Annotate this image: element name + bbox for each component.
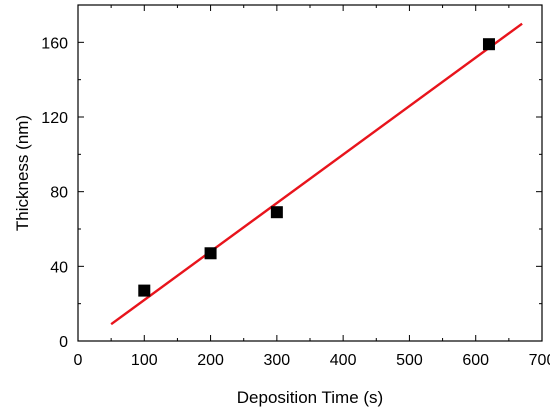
x-tick-label: 600 [462, 352, 489, 369]
plot-series [110, 22, 523, 326]
x-tick-label: 200 [197, 352, 224, 369]
axis-labels: Deposition Time (s) Thickness (nm) 0 100 2… [13, 35, 550, 407]
x-tick-label: 0 [74, 352, 83, 369]
y-axis-title: Thickness (nm) [13, 115, 32, 231]
y-tick-label: 0 [59, 334, 68, 351]
y-tick-label: 80 [50, 185, 68, 202]
y-tick-label: 120 [41, 110, 68, 127]
x-tick-label: 700 [529, 352, 550, 369]
x-tick-label: 100 [131, 352, 158, 369]
data-point-square [204, 247, 217, 260]
x-tick-label: 300 [264, 352, 291, 369]
x-tick-label: 500 [396, 352, 423, 369]
y-tick-label: 40 [50, 259, 68, 276]
x-axis-title: Deposition Time (s) [237, 388, 383, 407]
y-tick-label: 160 [41, 35, 68, 52]
data-point-square [482, 38, 495, 51]
x-tick-label: 400 [330, 352, 357, 369]
data-point-square [270, 206, 283, 219]
axes [77, 4, 543, 342]
data-point-square [138, 284, 151, 297]
fit-line [110, 22, 523, 326]
